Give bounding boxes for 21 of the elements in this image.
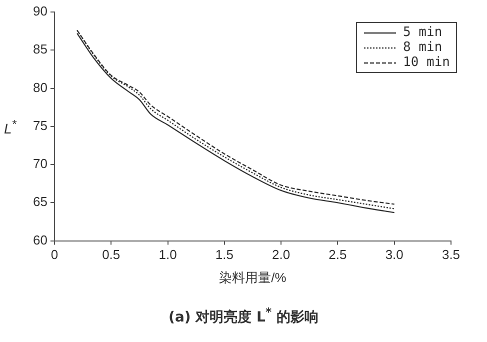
y-tick-label: 85 xyxy=(32,42,48,57)
x-tick-label: 3.5 xyxy=(442,247,460,262)
legend-label: 5 min xyxy=(403,25,442,40)
y-tick-label: 90 xyxy=(32,4,48,19)
x-tick-label: 3.0 xyxy=(385,247,404,262)
y-tick-label: 65 xyxy=(32,194,48,210)
x-tick-label: 1.5 xyxy=(215,247,234,262)
legend-label: 8 min xyxy=(403,40,442,55)
y-tick-label: 75 xyxy=(32,118,48,133)
legend-label: 10 min xyxy=(403,55,450,70)
x-tick-label: 0.5 xyxy=(102,247,120,262)
x-tick-label: 1.0 xyxy=(158,247,177,262)
y-tick-label: 70 xyxy=(32,156,48,172)
y-tick-label: 80 xyxy=(32,80,48,95)
x-tick-label: 0 xyxy=(50,247,58,262)
y-tick-label: 60 xyxy=(32,232,48,248)
x-axis-title: 染料用量/% xyxy=(219,270,287,285)
text: (a) 对明亮度 L$^{*}$ 的影响 xyxy=(168,305,320,327)
y-axis-title: L$^{*}$ xyxy=(4,118,16,137)
x-tick-label: 2.5 xyxy=(328,247,347,262)
x-tick-label: 2.0 xyxy=(272,247,290,262)
